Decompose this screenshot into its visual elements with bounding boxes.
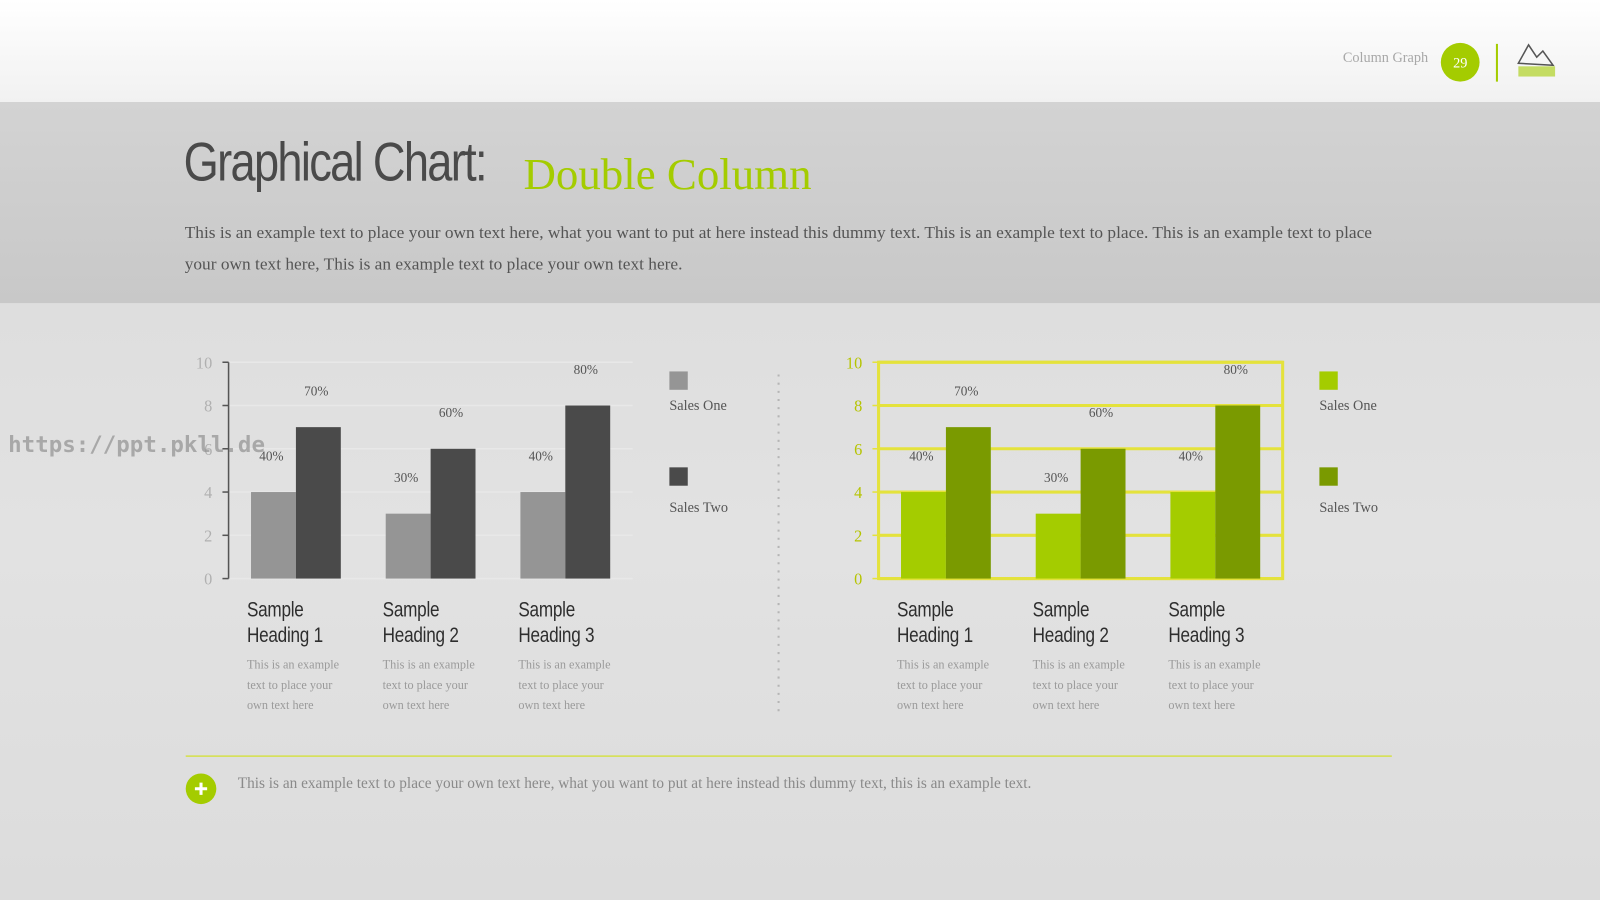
category-text: This is an example text to place your ow… [518, 657, 611, 713]
bar [385, 513, 431, 579]
logo [1517, 43, 1555, 67]
page-badge [1440, 42, 1480, 82]
y-tick-label: 8 [854, 397, 862, 416]
watermark: https://ppt.pkll.de [8, 432, 265, 459]
bar [565, 405, 611, 579]
category-text: This is an example text to place your ow… [896, 657, 990, 713]
y-tick-label: 0 [204, 570, 212, 589]
value-label: 80% [1224, 362, 1248, 377]
bar [1170, 492, 1216, 579]
legend-label: Sales One [1319, 398, 1376, 414]
category-heading: Sample Heading 2 [382, 597, 459, 647]
value-label: 70% [954, 384, 978, 399]
page-number: 29 [1453, 55, 1467, 71]
y-tick-label: 2 [854, 526, 862, 545]
bar [901, 492, 946, 579]
top-bar [0, 0, 1600, 103]
bar [520, 492, 566, 579]
footer-plus [194, 782, 208, 795]
y-tick-label: 6 [204, 440, 212, 459]
y-tick-label: 10 [846, 353, 862, 372]
bar [1035, 513, 1081, 579]
legend-swatch [669, 467, 688, 486]
bar [1215, 405, 1261, 579]
y-tick-label: 8 [204, 397, 212, 416]
legend-label: Sales One [669, 398, 726, 414]
bar [1080, 448, 1126, 579]
value-label: 60% [439, 405, 463, 420]
bar [945, 427, 991, 579]
category-text: This is an example text to place your ow… [1168, 657, 1261, 713]
category-heading: Sample Heading 2 [1032, 597, 1109, 647]
value-label: 70% [304, 384, 328, 399]
y-tick-label: 4 [204, 483, 212, 502]
category-heading: Sample Heading 1 [246, 597, 323, 647]
legend-label: Sales Two [1319, 500, 1378, 516]
category-heading: Sample Heading 3 [1168, 597, 1245, 647]
value-label: 40% [1179, 448, 1203, 463]
value-label: 60% [1089, 405, 1113, 420]
value-label: 30% [1044, 470, 1068, 485]
y-tick-label: 2 [204, 526, 212, 545]
value-label: 40% [909, 448, 933, 463]
legend-swatch [1319, 467, 1338, 486]
y-tick-label: 0 [854, 570, 862, 589]
bar [295, 427, 341, 579]
category-text: This is an example text to place your ow… [246, 657, 340, 713]
section-label: Column Graph [1342, 51, 1429, 67]
category-text: This is an example text to place your ow… [1032, 657, 1125, 713]
bar [251, 492, 296, 579]
legend-swatch [669, 371, 688, 390]
title: Graphical Chart: [183, 131, 488, 193]
category-heading: Sample Heading 1 [896, 597, 973, 647]
value-label: 40% [529, 448, 553, 463]
value-label: 30% [394, 470, 418, 485]
y-tick-label: 4 [854, 483, 862, 502]
y-tick-label: 6 [854, 440, 862, 459]
value-label: 80% [574, 362, 598, 377]
description: This is an example text to place your ow… [184, 222, 1373, 274]
footer-text: This is an example text to place your ow… [237, 775, 1032, 792]
bar [430, 448, 476, 579]
header-band [0, 102, 1600, 304]
category-heading: Sample Heading 3 [518, 597, 595, 647]
value-label: 40% [259, 448, 283, 463]
y-tick-label: 10 [196, 353, 212, 372]
title-accent: Double Column [523, 148, 812, 199]
logo-mark [1518, 66, 1556, 77]
category-text: This is an example text to place your ow… [382, 657, 475, 713]
legend-label: Sales Two [669, 500, 728, 516]
legend-swatch [1319, 371, 1338, 390]
